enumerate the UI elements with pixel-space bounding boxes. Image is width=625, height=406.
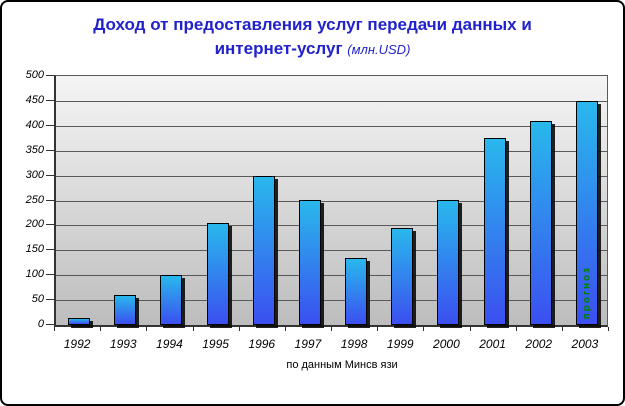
gridline	[56, 275, 607, 277]
y-tick	[46, 324, 54, 325]
y-axis-label: 0	[37, 318, 44, 330]
x-axis-label: 1999	[386, 337, 414, 351]
y-tick	[46, 149, 54, 151]
x-axis-label: 2000	[433, 337, 460, 351]
bar	[252, 176, 275, 325]
x-axis-label: 1994	[156, 337, 183, 351]
y-axis-label: 250	[25, 193, 44, 206]
x-axis-label: 1996	[248, 337, 276, 351]
y-axis-label: 350	[25, 143, 44, 156]
gridline	[56, 125, 607, 127]
y-tick	[46, 174, 54, 176]
y-axis-label: 150	[25, 243, 44, 256]
y-tick	[46, 124, 54, 126]
x-tick	[562, 327, 563, 331]
bar	[160, 275, 183, 325]
gridline	[56, 100, 607, 102]
plot-area: прогноз	[54, 75, 608, 327]
gridline	[56, 175, 607, 177]
y-tick	[46, 199, 54, 201]
x-axis-label: 1997	[294, 337, 322, 351]
x-tick	[608, 327, 609, 331]
chart-title-line1: Доход от предоставления услуг передачи д…	[93, 15, 532, 34]
x-tick	[423, 327, 424, 331]
gridline	[56, 300, 607, 302]
x-axis-label: 1998	[340, 337, 368, 351]
y-axis-label: 400	[25, 118, 44, 131]
y-tick	[46, 224, 54, 226]
y-tick	[46, 274, 54, 276]
x-axis-label: 2003	[571, 337, 599, 351]
gridline	[56, 250, 607, 252]
y-axis-label: 450	[25, 93, 44, 106]
y-axis-label: 100	[25, 268, 44, 281]
x-axis-label: 2001	[479, 337, 506, 351]
chart-title-unit: (млн.USD)	[347, 42, 411, 57]
forecast-label: прогноз	[581, 265, 593, 319]
bar	[345, 258, 368, 325]
y-axis-label: 500	[25, 69, 44, 81]
x-tick	[193, 327, 194, 331]
bar	[206, 223, 229, 325]
y-tick	[46, 75, 54, 76]
y-tick	[46, 299, 54, 301]
y-axis-label: 300	[25, 168, 44, 181]
chart-title-line2-text: интернет-услуг	[214, 39, 343, 58]
bar	[391, 228, 414, 325]
bar	[483, 138, 506, 325]
y-tick	[46, 99, 54, 101]
gridline	[56, 200, 607, 202]
x-tick	[470, 327, 471, 331]
y-axis-label: 200	[25, 218, 44, 231]
bar: прогноз	[575, 101, 598, 325]
bar	[437, 200, 460, 325]
x-tick	[516, 327, 517, 331]
x-tick	[377, 327, 378, 331]
bar	[68, 318, 91, 325]
gridline	[56, 225, 607, 227]
bar	[529, 121, 552, 325]
x-tick	[239, 327, 240, 331]
y-tick	[46, 249, 54, 251]
bar	[298, 200, 321, 325]
y-axis-label: 50	[31, 293, 44, 306]
x-tick	[146, 327, 147, 331]
x-axis-label: 1992	[63, 337, 91, 351]
x-axis-label: 2002	[525, 337, 553, 351]
x-tick	[331, 327, 332, 331]
x-tick	[100, 327, 101, 331]
bar	[114, 295, 137, 325]
x-axis-label: 1993	[109, 337, 137, 351]
chart-title-line2: интернет-услуг (млн.USD)	[2, 37, 623, 62]
x-tick	[54, 327, 55, 331]
x-tick	[285, 327, 286, 331]
gridline	[56, 150, 607, 152]
x-axis-label: 1995	[202, 337, 229, 351]
source-caption: по данным Минсв язи	[286, 359, 398, 371]
chart-title: Доход от предоставления услуг передачи д…	[2, 13, 623, 62]
